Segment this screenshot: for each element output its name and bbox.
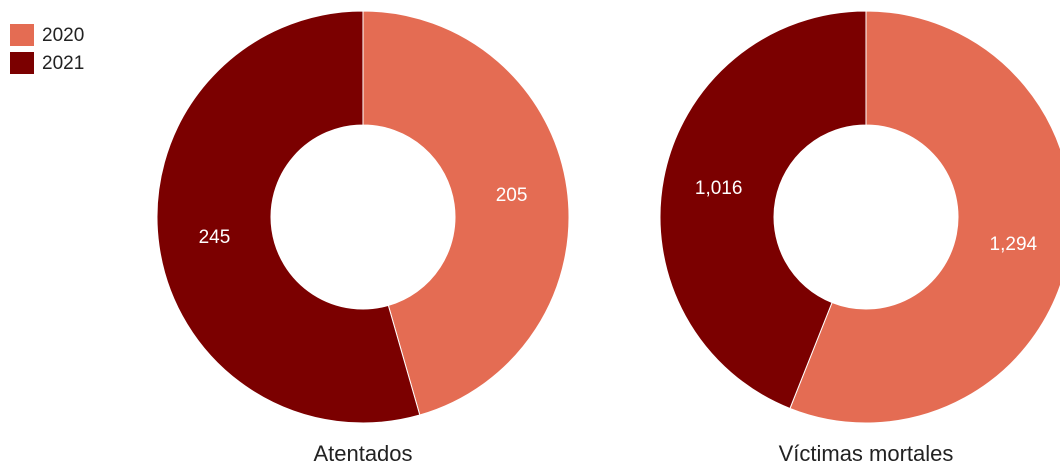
data-label: 1,294 xyxy=(990,234,1038,255)
data-label: 245 xyxy=(199,227,231,248)
chart-title: Víctimas mortales xyxy=(779,441,954,466)
donut-slice xyxy=(789,10,1060,424)
legend-label: 2021 xyxy=(42,53,84,74)
legend-label: 2020 xyxy=(42,25,84,46)
legend-swatch xyxy=(10,52,34,74)
donut-slice xyxy=(659,10,867,410)
data-label: 205 xyxy=(496,185,528,206)
donut-slice xyxy=(362,10,570,416)
chart-title: Atentados xyxy=(313,441,412,466)
donut-slice xyxy=(156,10,421,424)
legend-swatch xyxy=(10,24,34,46)
data-label: 1,016 xyxy=(695,178,743,199)
